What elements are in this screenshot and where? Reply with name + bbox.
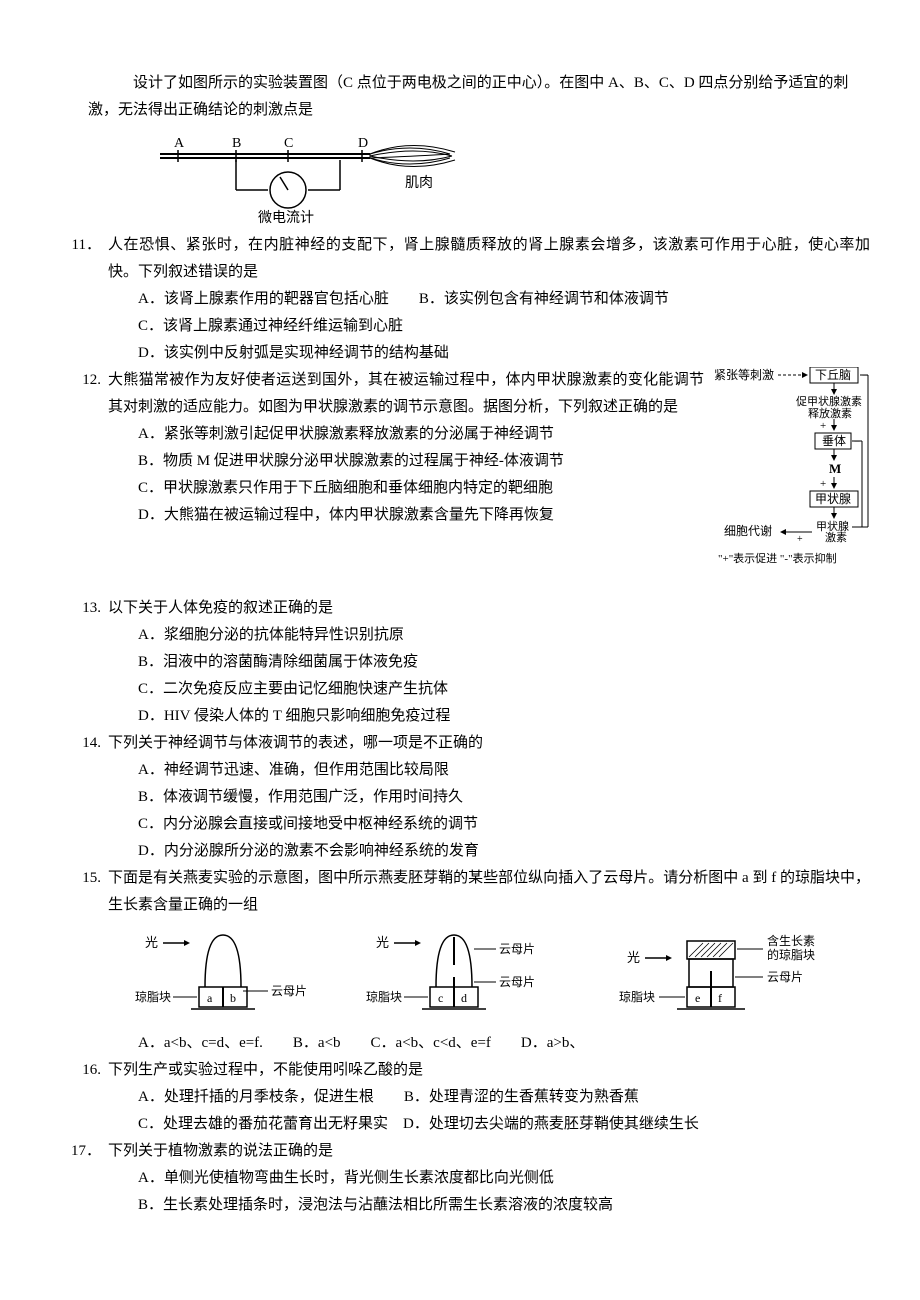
svg-text:光: 光 xyxy=(145,935,158,950)
svg-text:云母片: 云母片 xyxy=(271,984,307,998)
svg-text:含生长素: 含生长素 xyxy=(767,933,815,948)
svg-text:a: a xyxy=(207,991,213,1005)
svg-text:b: b xyxy=(230,991,236,1005)
svg-text:−: − xyxy=(854,436,860,448)
q13-stem: 以下关于人体免疫的叙述正确的是 xyxy=(108,595,870,622)
svg-text:云母片: 云母片 xyxy=(767,970,803,984)
q12-opt-c: C．甲状腺激素只作用于下丘脑细胞和垂体细胞内特定的靶细胞 xyxy=(138,475,704,502)
q14-opt-d: D．内分泌腺所分泌的激素不会影响神经系统的发育 xyxy=(138,838,870,865)
q11-opt-a: A．该肾上腺素作用的靶器官包括心脏 B．该实例包含有神经调节和体液调节 xyxy=(138,286,870,313)
q13-num: 13. xyxy=(60,595,108,622)
q11-opt-d: D．该实例中反射弧是实现神经调节的结构基础 xyxy=(138,340,870,367)
galvanometer-label: 微电流计 xyxy=(258,210,314,224)
svg-text:+: + xyxy=(820,478,826,490)
q17-num: 17． xyxy=(60,1138,108,1165)
q12-opt-a: A．紧张等刺激引起促甲状腺激素释放激素的分泌属于神经调节 xyxy=(138,421,704,448)
q16-stem: 下列生产或实验过程中，不能使用吲哚乙酸的是 xyxy=(108,1057,870,1084)
q13-opt-a: A．浆细胞分泌的抗体能特异性识别抗原 xyxy=(138,622,870,649)
nerve-muscle-figure: A B C D 微电流计 肌肉 xyxy=(150,132,870,224)
trh-label: 促甲状腺激素 xyxy=(796,394,862,408)
svg-text:的琼脂块: 的琼脂块 xyxy=(767,947,815,962)
point-d-label: D xyxy=(358,136,368,151)
q13-opt-d: D．HIV 侵染人体的 T 细胞只影响细胞免疫过程 xyxy=(138,703,870,730)
q14-num: 14. xyxy=(60,730,108,757)
question-11: 11． 人在恐惧、紧张时，在内脏神经的支配下，肾上腺髓质释放的肾上腺素会增多，该… xyxy=(60,232,870,367)
question-15: 15. 下面是有关燕麦实验的示意图，图中所示燕麦胚芽鞘的某些部位纵向插入了云母片… xyxy=(60,865,870,1057)
q11-stem: 人在恐惧、紧张时，在内脏神经的支配下，肾上腺髓质释放的肾上腺素会增多，该激素可作… xyxy=(108,232,870,286)
pituitary-label: 垂体 xyxy=(822,434,846,448)
question-16: 16. 下列生产或实验过程中，不能使用吲哚乙酸的是 A．处理扦插的月季枝条，促进… xyxy=(60,1057,870,1138)
point-a-label: A xyxy=(174,136,185,151)
q16-num: 16. xyxy=(60,1057,108,1084)
muscle-label: 肌肉 xyxy=(405,175,433,191)
q17-opt-b: B．生长素处理插条时，浸泡法与沾蘸法相比所需生长素溶液的浓度较高 xyxy=(138,1192,870,1219)
question-13: 13. 以下关于人体免疫的叙述正确的是 A．浆细胞分泌的抗体能特异性识别抗原 B… xyxy=(60,595,870,730)
svg-text:琼脂块: 琼脂块 xyxy=(135,989,171,1004)
point-b-label: B xyxy=(232,136,241,151)
svg-text:云母片: 云母片 xyxy=(499,975,535,989)
svg-text:琼脂块: 琼脂块 xyxy=(366,989,402,1004)
svg-text:f: f xyxy=(718,991,722,1005)
question-12: 12. 大熊猫常被作为友好使者运送到国外，其在被运输过程中，体内甲状腺激素的变化… xyxy=(60,367,870,595)
q12-num: 12. xyxy=(60,367,108,394)
hypothalamus-label: 下丘脑 xyxy=(815,368,851,382)
stimulus-label: 紧张等刺激 xyxy=(714,368,774,382)
svg-text:光: 光 xyxy=(376,935,389,950)
thyroxine-label: 甲状腺 xyxy=(816,519,849,533)
q12-opt-b: B．物质 M 促进甲状腺分泌甲状腺激素的过程属于神经-体液调节 xyxy=(138,448,704,475)
svg-text:+: + xyxy=(797,534,803,545)
q15-num: 15. xyxy=(60,865,108,892)
svg-text:d: d xyxy=(461,991,467,1005)
svg-text:+: + xyxy=(820,420,826,432)
q13-opt-b: B．泪液中的溶菌酶清除细菌属于体液免疫 xyxy=(138,649,870,676)
point-c-label: C xyxy=(284,136,293,151)
svg-text:琼脂块: 琼脂块 xyxy=(619,989,655,1004)
q16-opt-ab: A．处理扦插的月季枝条，促进生根 B．处理青涩的生香蕉转变为熟香蕉 xyxy=(138,1084,870,1111)
thyroid-diagram: 紧张等刺激 下丘脑 − 促甲状腺激素 释放激素 + xyxy=(712,367,870,595)
q11-opt-c: C．该肾上腺素通过神经纤维运输到心脏 xyxy=(138,313,870,340)
metabolism-label: 细胞代谢 xyxy=(724,523,772,538)
svg-text:c: c xyxy=(438,991,443,1005)
substance-m: M xyxy=(829,461,841,476)
coleoptile-figures: 光 云母片 a b 琼脂块 光 xyxy=(108,927,870,1022)
svg-text:e: e xyxy=(695,991,700,1005)
thyroid-label: 甲状腺 xyxy=(815,492,851,506)
q14-stem: 下列关于神经调节与体液调节的表述，哪一项是不正确的 xyxy=(108,730,870,757)
svg-text:−: − xyxy=(862,370,868,382)
q12-opt-d: D．大熊猫在被运输过程中，体内甲状腺激素含量先下降再恢复 xyxy=(138,502,704,529)
svg-text:激素: 激素 xyxy=(825,530,847,544)
question-17: 17． 下列关于植物激素的说法正确的是 A．单侧光使植物弯曲生长时，背光侧生长素… xyxy=(60,1138,870,1219)
q16-opt-cd: C．处理去雄的番茄花蕾育出无籽果实 D．处理切去尖端的燕麦胚芽鞘使其继续生长 xyxy=(138,1111,870,1138)
diagram-caption: "+"表示促进 "-"表示抑制 xyxy=(718,551,837,565)
svg-text:光: 光 xyxy=(627,950,640,965)
q15-answers: A．a<b、c=d、e=f. B．a<b C．a<b、c<d、e=f D．a>b… xyxy=(138,1030,870,1057)
question-14: 14. 下列关于神经调节与体液调节的表述，哪一项是不正确的 A．神经调节迅速、准… xyxy=(60,730,870,865)
q11-num: 11． xyxy=(60,232,108,259)
q14-opt-b: B．体液调节缓慢，作用范围广泛，作用时间持久 xyxy=(138,784,870,811)
q14-opt-a: A．神经调节迅速、准确，但作用范围比较局限 xyxy=(138,757,870,784)
q17-opt-a: A．单侧光使植物弯曲生长时，背光侧生长素浓度都比向光侧低 xyxy=(138,1165,870,1192)
q17-stem: 下列关于植物激素的说法正确的是 xyxy=(108,1138,870,1165)
q13-opt-c: C．二次免疫反应主要由记忆细胞快速产生抗体 xyxy=(138,676,870,703)
intro-text: 设计了如图所示的实验装置图（C 点位于两电极之间的正中心）。在图中 A、B、C、… xyxy=(88,70,870,124)
q12-stem: 大熊猫常被作为友好使者运送到国外，其在被运输过程中，体内甲状腺激素的变化能调节其… xyxy=(108,367,704,421)
svg-text:释放激素: 释放激素 xyxy=(808,406,852,420)
q14-opt-c: C．内分泌腺会直接或间接地受中枢神经系统的调节 xyxy=(138,811,870,838)
svg-text:云母片: 云母片 xyxy=(499,942,535,956)
q15-stem: 下面是有关燕麦实验的示意图，图中所示燕麦胚芽鞘的某些部位纵向插入了云母片。请分析… xyxy=(108,865,870,919)
